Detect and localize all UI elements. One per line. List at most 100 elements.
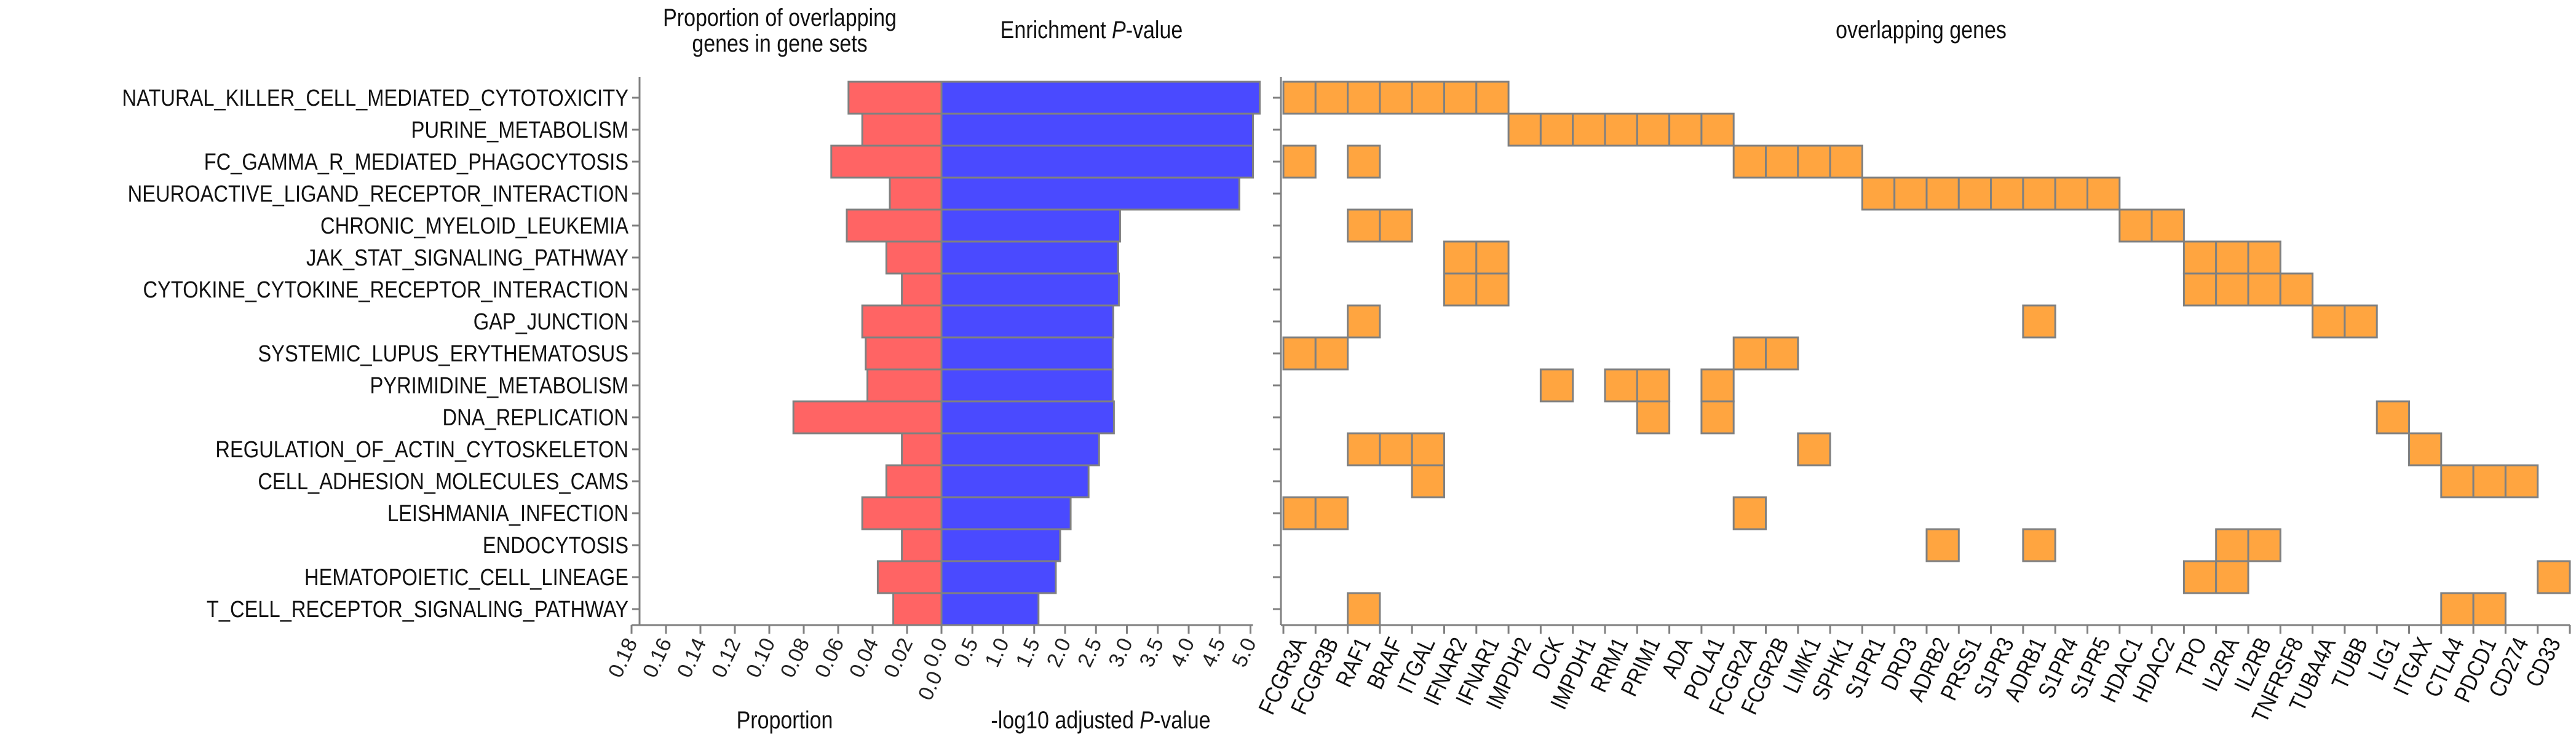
proportion-tick-label: 0.10	[742, 634, 780, 681]
gene-cell	[2215, 560, 2249, 594]
pvalue-bar	[940, 112, 1254, 147]
gene-cell	[1636, 368, 1671, 403]
proportion-tick-label: 0.12	[707, 634, 745, 681]
gene-cell	[1668, 112, 1703, 147]
gene-cell	[2472, 464, 2507, 498]
gene-cell	[1411, 432, 1445, 467]
pathway-label: GAP_JUNCTION	[474, 309, 628, 335]
pvalue-tick-label: 4.0	[1166, 634, 1199, 671]
gene-cell	[1539, 368, 1574, 403]
gene-cell	[2182, 240, 2217, 275]
pathway-label: JAK_STAT_SIGNALING_PATHWAY	[306, 245, 628, 271]
gene-cell	[1604, 368, 1638, 403]
gene-cell	[1475, 240, 1510, 275]
gene-cell	[1347, 592, 1381, 626]
pathway-label: REGULATION_OF_ACTIN_CYTOSKELETON	[215, 436, 628, 463]
pvalue-bar	[940, 304, 1114, 339]
gene-cell	[1604, 112, 1638, 147]
gene-cell	[1347, 144, 1381, 179]
gene-cell	[1700, 400, 1735, 435]
pvalue-bar	[940, 528, 1061, 562]
pathway-label: NATURAL_KILLER_CELL_MEDIATED_CYTOTOXICIT…	[122, 85, 628, 111]
proportion-tick-label: 0.14	[673, 634, 711, 681]
gene-cell	[1925, 176, 1960, 211]
proportion-bar	[847, 81, 943, 115]
enrichment-title: Enrichment P-value	[1001, 15, 1183, 43]
gene-cell	[2344, 304, 2378, 339]
gene-cell	[1411, 464, 1445, 498]
gene-cell	[1636, 112, 1671, 147]
gene-cell	[2537, 560, 2571, 594]
pvalue-tick-label: 3.5	[1135, 634, 1168, 671]
pvalue-bar	[940, 208, 1121, 243]
gene-cell	[1475, 81, 1510, 115]
proportion-bar	[885, 240, 943, 275]
gene-cell	[2247, 272, 2281, 307]
proportion-bar	[830, 144, 943, 179]
pvalue-bar	[940, 176, 1240, 211]
gene-cell	[1347, 208, 1381, 243]
chart-marks: NATURAL_KILLER_CELL_MEDIATED_CYTOTOXICIT…	[122, 77, 2571, 726]
proportion-bar	[885, 464, 943, 498]
gene-cell	[1572, 112, 1606, 147]
pvalue-tick-label: 1.0	[980, 634, 1013, 671]
pvalue-bar	[940, 272, 1120, 307]
gene-cell	[2312, 304, 2346, 339]
pvalue-tick-label: 3.0	[1104, 634, 1137, 671]
gene-cell	[1539, 112, 1574, 147]
pathway-label: PURINE_METABOLISM	[411, 117, 628, 143]
pvalue-bar	[940, 336, 1114, 371]
proportion-bar	[865, 336, 943, 371]
gene-cell	[1282, 144, 1317, 179]
pathway-label: CELL_ADHESION_MOLECULES_CAMS	[258, 468, 628, 495]
proportion-tick-label: 0.16	[638, 634, 676, 681]
pathway-label: CYTOKINE_CYTOKINE_RECEPTOR_INTERACTION	[143, 277, 628, 303]
proportion-title-line2: genes in gene sets	[692, 29, 867, 57]
gene-cell	[1732, 144, 1767, 179]
gene-cell	[1700, 112, 1735, 147]
gene-cell	[2215, 240, 2249, 275]
gene-cell	[2022, 528, 2056, 562]
pvalue-bar	[940, 368, 1114, 403]
proportion-tick-label: 0.04	[845, 634, 883, 681]
gene-cell	[1990, 176, 2024, 211]
gene-cell	[1957, 176, 1992, 211]
gene-cell	[1797, 144, 1831, 179]
gene-cell	[2087, 176, 2121, 211]
gene-cell	[2118, 208, 2153, 243]
gene-cell	[2504, 464, 2539, 498]
pvalue-bar	[940, 592, 1040, 626]
gene-cell	[1443, 240, 1478, 275]
pvalue-tick-label: 4.5	[1197, 634, 1230, 671]
gene-cell	[1700, 368, 1735, 403]
pathway-label: DNA_REPLICATION	[442, 404, 628, 431]
gene-cell	[1893, 176, 1928, 211]
gene-cell	[2247, 240, 2281, 275]
enrichment-title-prefix: Enrichment	[1001, 15, 1112, 43]
gene-cell	[1314, 336, 1349, 371]
pvalue-tick-label: 2.0	[1042, 634, 1076, 671]
pathway-label: HEMATOPOIETIC_CELL_LINEAGE	[304, 564, 628, 591]
proportion-bar	[901, 528, 943, 562]
pathway-label: ENDOCYTOSIS	[483, 532, 628, 559]
gene-cell	[1765, 336, 1799, 371]
proportion-bar	[901, 432, 943, 467]
pvalue-tick-label: 5.0	[1227, 634, 1261, 671]
gene-cell	[2440, 592, 2475, 626]
gene-cell	[2150, 208, 2185, 243]
pvalue-bar	[940, 560, 1057, 594]
gene-cell	[1314, 81, 1349, 115]
gene-cell	[1732, 496, 1767, 530]
gene-cell	[2376, 400, 2410, 435]
gene-cell	[1347, 81, 1381, 115]
proportion-tick-label: 0.0	[914, 667, 947, 704]
proportion-tick-label: 0.06	[810, 634, 849, 681]
gene-cell	[1443, 81, 1478, 115]
pvalue-tick-label: 1.5	[1012, 634, 1045, 671]
gene-cell	[2440, 464, 2475, 498]
gene-cell	[1732, 336, 1767, 371]
pathway-label: FC_GAMMA_R_MEDIATED_PHAGOCYTOSIS	[204, 149, 628, 175]
gene-cell	[1282, 336, 1317, 371]
gene-cell	[1282, 496, 1317, 530]
gene-cell	[1379, 81, 1413, 115]
